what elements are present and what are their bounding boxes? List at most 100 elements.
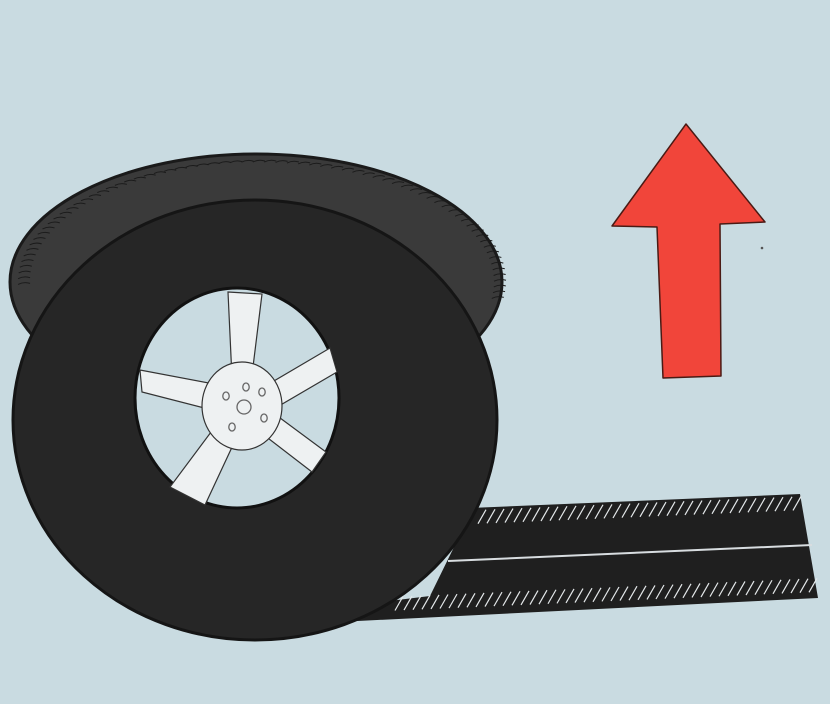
tread-mark — [33, 237, 46, 240]
hatch-line — [549, 506, 559, 521]
hatch-line — [646, 585, 656, 600]
hatch-line — [486, 508, 496, 524]
tread-mark — [400, 184, 414, 188]
tread-strip-hatch-bottom — [394, 577, 818, 611]
hatch-line — [664, 584, 674, 599]
hatch-line — [774, 496, 784, 512]
tread-mark — [17, 276, 31, 280]
hatch-line — [718, 581, 728, 597]
hatch-line — [592, 587, 602, 603]
hatch-line — [754, 580, 764, 595]
tread-mark — [286, 160, 300, 164]
hatch-line — [673, 583, 683, 599]
hatch-line — [637, 585, 647, 601]
hatch-line — [403, 595, 413, 611]
hatch-line — [736, 581, 746, 596]
tread-mark — [434, 200, 447, 204]
hatch-line — [630, 502, 640, 518]
hatch-line — [466, 593, 476, 608]
tread-mark — [426, 196, 439, 199]
up-arrow-icon — [611, 123, 766, 379]
tread-mark — [372, 175, 385, 178]
tread-mark — [460, 218, 474, 222]
tread-mark — [114, 183, 128, 186]
tread-mark — [489, 256, 502, 259]
hatch-line — [511, 591, 521, 606]
tread-mark — [66, 207, 79, 210]
hatch-line — [439, 594, 449, 609]
tread-mark — [391, 181, 405, 184]
hatch-line — [765, 497, 775, 512]
tread-mark — [493, 284, 506, 288]
hatch-line — [601, 587, 611, 602]
hatch-line — [639, 502, 649, 518]
tread-mark — [143, 173, 156, 177]
hatch-line — [412, 595, 422, 610]
tread-mark — [59, 211, 72, 215]
tread-mark — [492, 267, 505, 271]
hatch-line — [808, 577, 818, 593]
hatch-line — [693, 500, 703, 515]
hatch-line — [612, 503, 622, 519]
hatch-line — [783, 496, 793, 512]
hatch-line — [781, 579, 791, 594]
tread-mark — [441, 204, 454, 208]
hatch-line — [502, 591, 512, 607]
tire-tread-marks — [17, 159, 507, 299]
tread-strip-line — [447, 544, 813, 562]
hatch-line — [477, 509, 487, 524]
tread-mark — [448, 209, 461, 212]
tread-mark — [29, 242, 42, 246]
tread-mark — [297, 161, 311, 165]
hatch-line — [556, 589, 566, 604]
tread-mark — [218, 161, 232, 164]
hatch-line — [700, 582, 710, 598]
hatch-line — [657, 501, 667, 517]
tread-strip-body — [338, 494, 818, 622]
up-arrow-shape — [611, 123, 766, 379]
hatch-line — [745, 580, 755, 596]
tread-mark — [330, 165, 344, 169]
hatch-line — [711, 499, 721, 515]
hatch-line — [565, 588, 575, 604]
tread-mark — [341, 167, 355, 171]
tread-mark — [19, 264, 32, 268]
tread-mark — [483, 245, 497, 248]
hatch-line — [529, 590, 539, 605]
hatch-line — [574, 588, 584, 603]
hatch-line — [513, 507, 523, 523]
hatch-line — [504, 508, 514, 523]
hatch-line — [619, 586, 629, 601]
tread-mark — [454, 213, 468, 217]
hatch-line — [756, 497, 766, 513]
hatch-line — [691, 583, 701, 598]
tread-mark — [409, 188, 423, 191]
tread-mark — [207, 162, 220, 165]
tread-mark — [492, 290, 506, 294]
hatch-line — [594, 504, 604, 520]
hatch-line — [799, 578, 809, 593]
tread-mark — [491, 296, 504, 299]
hatch-line — [792, 496, 802, 511]
hatch-line — [666, 501, 676, 517]
hatch-line — [738, 498, 748, 513]
tread-mark — [241, 159, 254, 163]
tread-mark — [37, 231, 50, 235]
hatch-line — [648, 502, 658, 517]
tread-mark — [123, 179, 137, 183]
tread-mark — [185, 165, 198, 168]
hatch-line — [531, 507, 541, 522]
hatch-line — [747, 498, 757, 513]
hatch-line — [538, 589, 548, 605]
speck — [760, 246, 764, 250]
hatch-line — [493, 591, 503, 607]
hatch-line — [585, 504, 595, 520]
hatch-line — [720, 499, 730, 514]
tread-mark — [493, 273, 506, 276]
tread-mark — [17, 282, 31, 285]
tread-mark — [476, 234, 489, 237]
hatch-line — [475, 592, 485, 608]
tread-mark — [18, 270, 31, 274]
hatch-line — [558, 505, 568, 521]
tread-mark — [309, 162, 322, 166]
